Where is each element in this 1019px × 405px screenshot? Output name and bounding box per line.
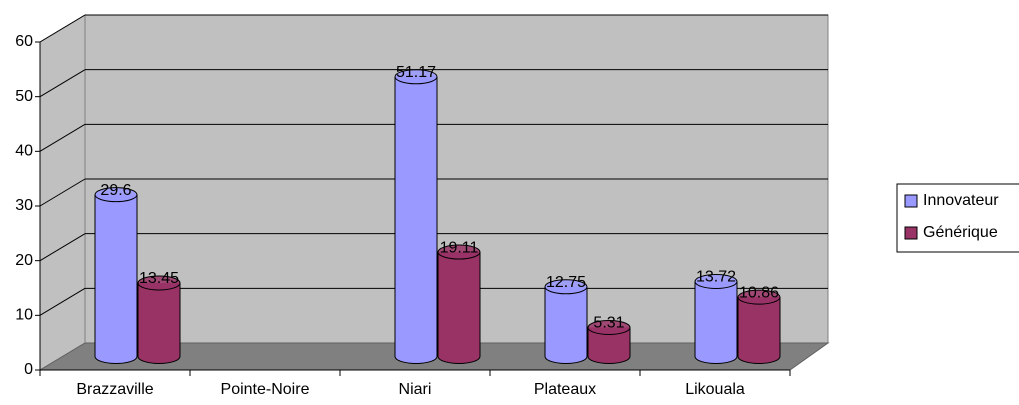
value-label: 5.31 [593,315,624,332]
bar [737,289,781,364]
bar-body [545,286,587,357]
legend-swatch [904,194,918,208]
y-tick-label: 60 [15,33,33,50]
bar-top [737,289,781,305]
bar [94,187,138,364]
x-tick-label: Brazzaville [76,381,153,398]
grid-line [39,233,86,262]
bar [394,69,438,364]
grid-line [39,69,86,98]
bar [544,279,588,364]
bar-top [587,319,631,335]
legend-label: Générique [923,224,998,241]
y-tick-label: 20 [15,252,33,269]
y-tick-label: 10 [15,307,33,324]
x-tick-label: Niari [399,381,432,398]
legend-label: Innovateur [923,192,999,209]
bar-top [544,279,588,295]
bar-body [738,297,780,357]
bar-body [95,194,137,357]
x-tick-label: Plateaux [534,381,596,398]
legend-swatch [904,226,918,240]
y-tick-label: 50 [15,88,33,105]
bar-top [437,244,481,260]
value-label: 13.72 [696,269,736,286]
bar-top [137,275,181,291]
bar [137,275,181,364]
grid-line [39,14,86,43]
bar [587,319,631,364]
value-label: 10.86 [739,284,779,301]
value-label: 19.11 [440,239,479,256]
grid-line [39,123,86,152]
grid-line [39,287,86,316]
bar [694,273,738,364]
bar-top [94,187,138,203]
x-tick-label: Likouala [685,381,745,398]
grid-line [39,178,86,207]
value-label: 12.75 [546,274,586,291]
bar [437,244,481,364]
y-tick-label: 30 [15,197,33,214]
y-tick-label: 0 [24,361,33,378]
value-label: 29.6 [100,182,131,199]
bar-top [694,273,738,289]
x-tick-label: Pointe-Noire [221,381,310,398]
bar-body [395,76,437,357]
value-label: 13.45 [139,270,179,287]
value-label: 51.17 [396,64,436,81]
bar-top [394,69,438,85]
bar-body [438,252,480,357]
bar-body [695,281,737,357]
y-tick-label: 40 [15,143,33,160]
bar-body [138,282,180,357]
